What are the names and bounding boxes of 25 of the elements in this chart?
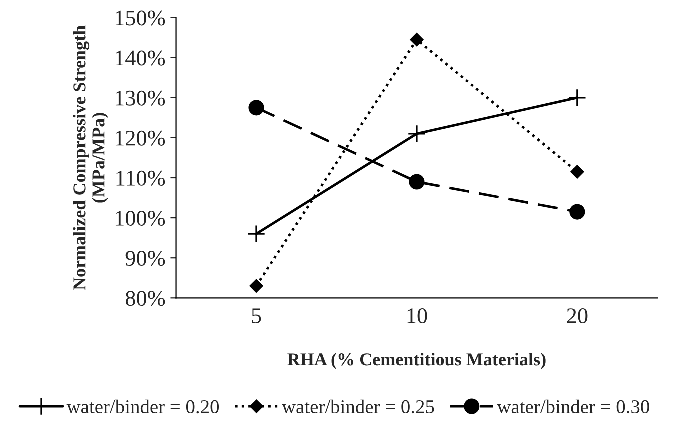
y-tick-label: 150% <box>116 10 166 26</box>
point <box>410 33 424 47</box>
y-tick-label: 140% <box>116 50 166 66</box>
legend-label: water/binder = 0.20 <box>66 400 220 414</box>
point <box>409 174 425 190</box>
x-axis-title: RHA (% Cementitious Materials) <box>288 353 546 370</box>
x-tick-label: 20 <box>567 308 588 324</box>
point <box>248 100 264 116</box>
point <box>570 165 584 179</box>
y-tick-label: 90% <box>126 251 166 266</box>
y-tick-label: 80% <box>126 291 166 306</box>
legend-label: water/binder = 0.30 <box>497 400 650 414</box>
x-tick-label: 5 <box>252 308 262 324</box>
y-tick-label: 100% <box>116 210 166 226</box>
legend-label: water/binder = 0.25 <box>282 400 434 414</box>
point <box>247 224 266 244</box>
y-tick-label: 120% <box>116 130 166 146</box>
x-tick-label: 10 <box>408 308 428 324</box>
point <box>408 124 426 144</box>
point <box>570 204 586 220</box>
y-tick-label: 130% <box>116 90 166 106</box>
y-tick-label: 110% <box>116 170 166 186</box>
point <box>568 88 587 108</box>
y-axis-title: Normalized Compressive Strength (MPa/MPa) <box>73 26 108 290</box>
point <box>250 279 264 293</box>
